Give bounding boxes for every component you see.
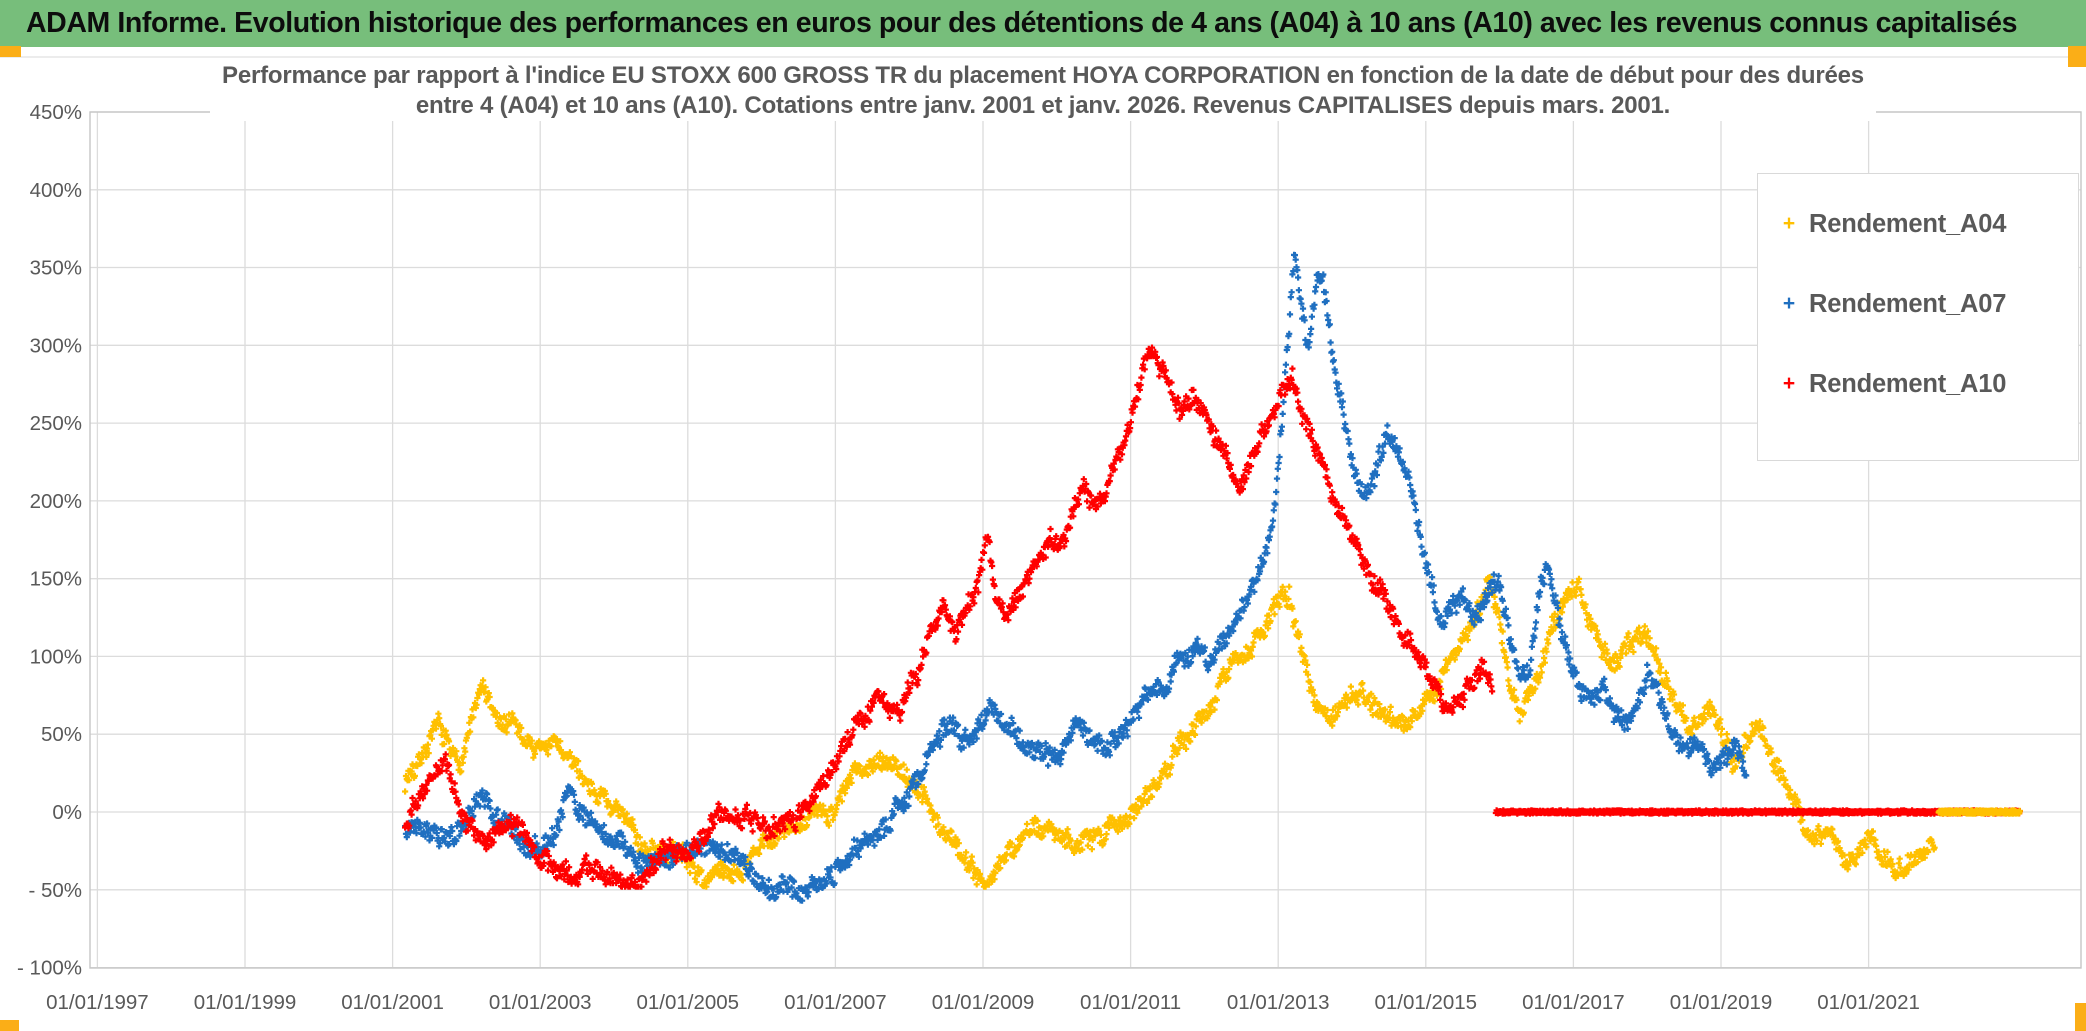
chart-title-line-2: entre 4 (A04) et 10 ans (A10). Cotations… xyxy=(415,92,1671,119)
y-tick-label: 400% xyxy=(30,179,82,202)
series-Rendement_A10 xyxy=(402,344,1496,890)
y-tick-label: 450% xyxy=(30,101,82,124)
y-tick-label: 350% xyxy=(30,257,82,280)
x-tick-label: 01/01/2001 xyxy=(341,991,444,1014)
x-tick-label: 01/01/1999 xyxy=(194,991,297,1014)
frame-accent-bottom-right xyxy=(2075,1003,2086,1031)
plus-marker-icon: + xyxy=(1782,292,1796,315)
x-tick-label: 01/01/2017 xyxy=(1522,991,1625,1014)
header-bar: ADAM Informe. Evolution historique des p… xyxy=(0,0,2086,47)
y-tick-label: - 50% xyxy=(28,879,82,902)
header-divider xyxy=(0,56,2086,58)
x-tick-label: 01/01/2015 xyxy=(1374,991,1477,1014)
frame-accent-top-right xyxy=(2068,46,2086,67)
x-tick-label: 01/01/2011 xyxy=(1080,991,1181,1014)
x-tick-label: 01/01/2019 xyxy=(1670,991,1773,1014)
legend-label: Rendement_A07 xyxy=(1809,289,2007,318)
legend-item-a10: + Rendement_A10 xyxy=(1758,344,2078,424)
axis-labels: 450% 400% 350% 300% 250% 200% 150% 100% 50% 0% - 5… xyxy=(17,101,1920,1014)
y-tick-label: 150% xyxy=(30,568,82,591)
y-tick-label: 300% xyxy=(30,334,82,357)
legend-label: Rendement_A10 xyxy=(1809,369,2007,398)
series-Rendement_A04 xyxy=(402,574,1938,890)
y-tick-label: 100% xyxy=(30,645,82,668)
x-tick-label: 01/01/2003 xyxy=(489,991,592,1014)
y-tick-label: 200% xyxy=(30,490,82,513)
x-tick-label: 01/01/2021 xyxy=(1817,991,1920,1014)
x-tick-label: 01/01/1997 xyxy=(46,991,149,1014)
frame-accent-bottom-left xyxy=(0,1020,19,1031)
series-Rendement_A04-flat-markers xyxy=(1935,807,2023,817)
x-tick-label: 01/01/2009 xyxy=(932,991,1035,1014)
legend-item-a07: + Rendement_A07 xyxy=(1758,264,2078,344)
y-tick-label: 250% xyxy=(30,412,82,435)
frame-accent-top-left xyxy=(0,46,21,57)
y-tick-label: - 100% xyxy=(17,957,82,980)
plus-marker-icon: + xyxy=(1782,372,1796,395)
x-tick-label: 01/01/2005 xyxy=(636,991,739,1014)
chart-legend: + Rendement_A04 + Rendement_A07 + Rendem… xyxy=(1757,173,2079,461)
y-tick-label: 50% xyxy=(41,723,82,746)
legend-label: Rendement_A04 xyxy=(1809,209,2007,238)
y-tick-label: 0% xyxy=(52,801,82,824)
legend-item-a04: + Rendement_A04 xyxy=(1758,184,2078,264)
x-tick-label: 01/01/2013 xyxy=(1227,991,1330,1014)
page-title: ADAM Informe. Evolution historique des p… xyxy=(26,7,2018,39)
chart-title-line-1: Performance par rapport à l'indice EU ST… xyxy=(222,62,1864,89)
x-tick-label: 01/01/2007 xyxy=(784,991,887,1014)
plus-marker-icon: + xyxy=(1782,212,1796,235)
series-Rendement_A07 xyxy=(402,251,1750,904)
chart-title: Performance par rapport à l'indice EU ST… xyxy=(0,61,2086,121)
